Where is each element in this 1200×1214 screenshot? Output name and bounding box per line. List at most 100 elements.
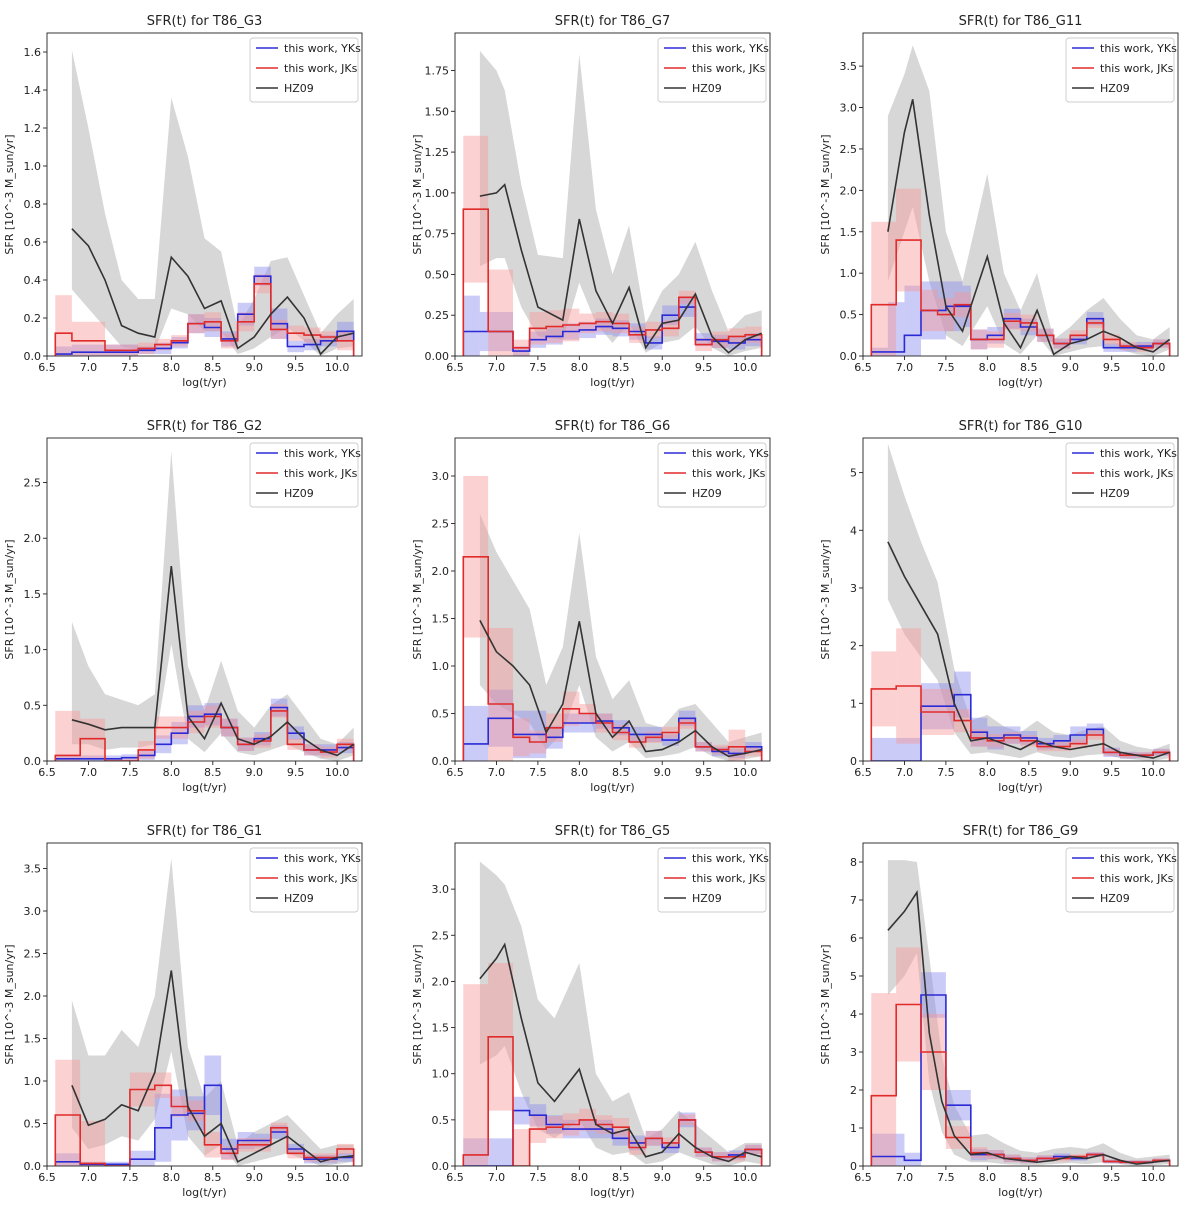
x-axis-label: log(t/yr): [182, 376, 226, 389]
x-tick-label: 10.0: [733, 1171, 758, 1184]
x-tick-label: 9.0: [245, 361, 263, 374]
y-axis-label: SFR [10^-3 M_sun/yr]: [3, 539, 16, 659]
plot-area: [870, 860, 1171, 1166]
hz09-line: [71, 970, 354, 1163]
chart-panel: 6.5 7.0 7.5 8.0 8.5 9.0 9.5 10.0 0.0 0.5 1.0 1.5 2.0…: [408, 405, 808, 809]
y-tick-label: 0.0: [24, 350, 42, 363]
y-tick-label: 0.75: [425, 228, 450, 241]
legend-box: [249, 847, 359, 913]
legend-entry: this work, YKs: [1100, 852, 1177, 865]
yks-error-box: [463, 705, 489, 761]
y-tick-label: 2.5: [432, 518, 450, 531]
y-tick-label: 1.5: [24, 588, 42, 601]
x-tick-label: 6.5: [38, 361, 56, 374]
x-tick-label: 9.0: [1061, 766, 1079, 779]
x-tick-label: 8.0: [571, 1171, 589, 1184]
legend-entry: this work, JKs: [284, 467, 358, 480]
plot-area: [54, 858, 355, 1166]
x-tick-label: 6.5: [38, 766, 56, 779]
chart-svg: 6.5 7.0 7.5 8.0 8.5 9.0 9.5 10.0 0 1 2 3 4 5 6 7 8 SFR(t)…: [819, 824, 1179, 1199]
y-tick-label: 0.5: [432, 1114, 450, 1127]
chart-svg: 6.5 7.0 7.5 8.0 8.5 9.0 9.5 10.0 0.00 0.25 0.50 0.7…: [411, 14, 771, 389]
chart-svg: 6.5 7.0 7.5 8.0 8.5 9.0 9.5 10.0 0.0 0.5 1.0 1.5 2.0…: [411, 419, 771, 794]
x-tick-label: 8.5: [204, 766, 222, 779]
jks-step-line: [54, 710, 355, 761]
axes-frame: [862, 842, 1179, 1167]
x-tick-label: 10.0: [325, 361, 350, 374]
x-tick-label: 9.5: [1103, 766, 1121, 779]
y-tick-label: 2.5: [24, 948, 42, 961]
x-tick-label: 8.0: [571, 766, 589, 779]
hz09-band: [71, 451, 354, 761]
x-tick-label: 6.5: [446, 1171, 464, 1184]
plot-area: [870, 45, 1171, 356]
legend-box: [657, 442, 767, 508]
y-tick-label: 1.5: [432, 613, 450, 626]
axes-frame: [46, 842, 363, 1167]
x-tick-label: 8.5: [204, 361, 222, 374]
x-tick-label: 8.0: [163, 766, 181, 779]
x-tick-label: 10.0: [1141, 766, 1166, 779]
x-tick-label: 7.0: [896, 1171, 914, 1184]
hz09-band: [887, 443, 1170, 761]
x-tick-label: 7.5: [121, 766, 139, 779]
x-tick-label: 8.5: [612, 361, 630, 374]
jks-error-box: [513, 1129, 530, 1166]
x-tick-label: 7.5: [529, 361, 547, 374]
legend-entry: this work, YKs: [1100, 42, 1177, 55]
y-tick-label: 1.4: [24, 84, 42, 97]
x-tick-label: 6.5: [446, 361, 464, 374]
chart-svg: 6.5 7.0 7.5 8.0 8.5 9.0 9.5 10.0 0.0 0.5 1.0 1.5 2.0…: [411, 824, 771, 1199]
x-axis-label: log(t/yr): [182, 781, 226, 794]
y-tick-label: 3.0: [24, 905, 42, 918]
yks-step-line: [870, 305, 1171, 356]
x-tick-label: 6.5: [854, 1171, 872, 1184]
x-tick-label: 9.0: [653, 1171, 671, 1184]
x-tick-label: 9.5: [1103, 1171, 1121, 1184]
legend-entry: this work, YKs: [692, 42, 769, 55]
jks-step-line: [870, 1003, 1171, 1166]
chart-svg: 6.5 7.0 7.5 8.0 8.5 9.0 9.5 10.0 0.0 0.5 1.0 1.5 2.0…: [3, 419, 363, 794]
legend-entry: this work, YKs: [1100, 447, 1177, 460]
yks-error-box: [904, 285, 922, 356]
y-tick-label: 3: [850, 1046, 857, 1059]
y-axis-label: SFR [10^-3 M_sun/yr]: [3, 944, 16, 1064]
y-tick-label: 3.0: [840, 102, 858, 115]
hz09-line: [887, 99, 1171, 356]
x-tick-label: 8.5: [612, 766, 630, 779]
y-tick-label: 0.5: [24, 1118, 42, 1131]
axes-frame: [454, 842, 771, 1167]
x-tick-label: 9.0: [1061, 361, 1079, 374]
legend-box: [249, 442, 359, 508]
y-tick-label: 1.2: [24, 122, 42, 135]
y-tick-label: 8: [850, 856, 857, 869]
x-tick-label: 7.0: [896, 361, 914, 374]
y-tick-label: 0: [850, 1160, 857, 1173]
x-tick-label: 7.5: [529, 1171, 547, 1184]
y-tick-label: 1: [850, 697, 857, 710]
x-tick-label: 7.0: [488, 766, 506, 779]
x-tick-label: 9.5: [695, 1171, 713, 1184]
chart-panel: 6.5 7.0 7.5 8.0 8.5 9.0 9.5 10.0 0.0 0.2 0.4 0.6 0.8…: [0, 0, 400, 404]
axes-frame: [454, 437, 771, 762]
y-tick-label: 0.5: [432, 708, 450, 721]
plot-area: [462, 476, 763, 761]
y-tick-label: 0.0: [24, 1160, 42, 1173]
legend-entry: HZ09: [284, 82, 314, 95]
jks-error-box: [55, 1059, 81, 1166]
jks-error-box: [463, 984, 489, 1166]
x-axis-label: log(t/yr): [590, 1186, 634, 1199]
yks-error-box: [55, 1153, 81, 1166]
y-tick-label: 2.0: [24, 532, 42, 545]
hz09-band: [71, 50, 354, 356]
hz09-line: [479, 620, 762, 758]
x-tick-label: 9.0: [653, 766, 671, 779]
x-tick-label: 8.5: [1020, 361, 1037, 374]
y-tick-label: 0.0: [840, 350, 858, 363]
chart-title: SFR(t) for T86_G11: [959, 14, 1083, 29]
x-tick-label: 9.5: [695, 361, 713, 374]
x-tick-label: 6.5: [446, 766, 464, 779]
y-tick-label: 1.5: [24, 1033, 42, 1046]
legend-entry: HZ09: [692, 82, 722, 95]
